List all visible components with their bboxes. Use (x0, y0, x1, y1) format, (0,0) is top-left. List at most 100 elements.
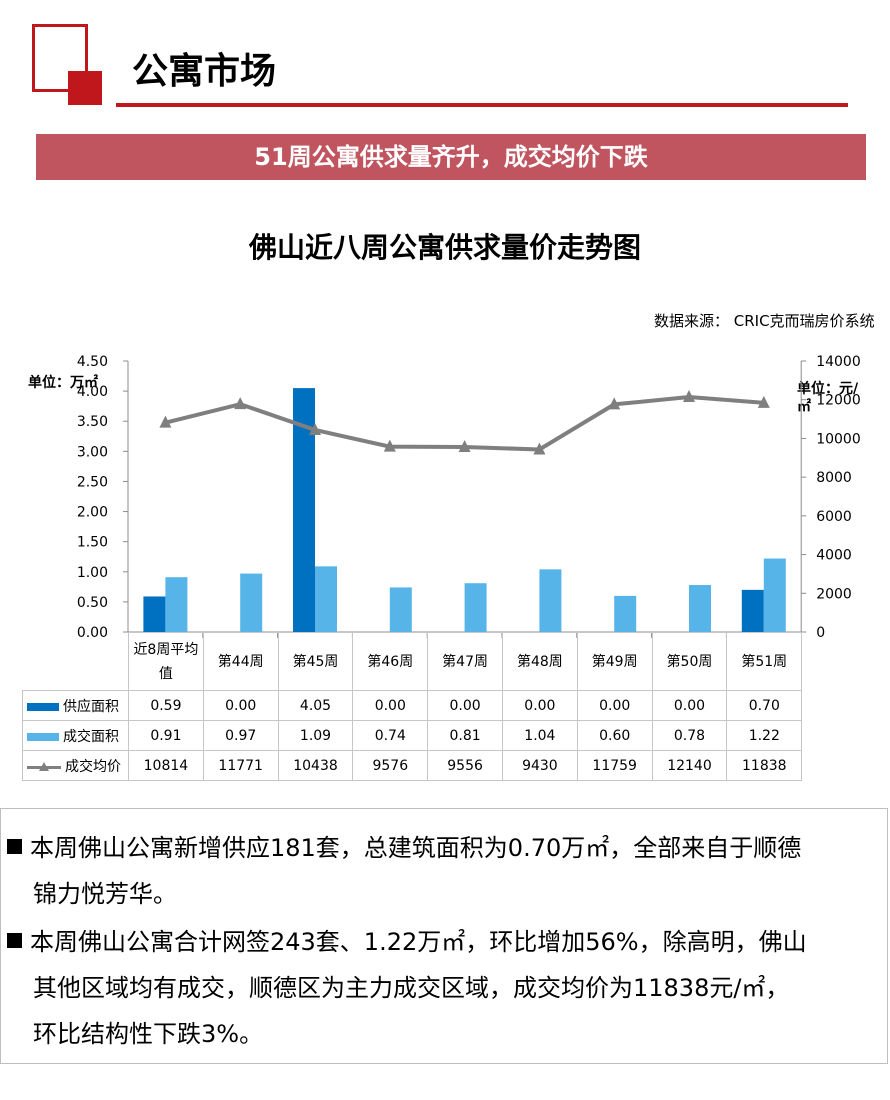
data-label: 0.00 (576, 690, 653, 721)
page-title: 公寓市场 (132, 51, 277, 92)
data-label: 0.74 (352, 720, 429, 751)
bar-supply (143, 596, 166, 632)
notes-box: 本周佛山公寓新增供应181套，总建筑面积为0.70万㎡，全部来自于顺德 锦力悦芳… (0, 808, 888, 1064)
bar-transaction (240, 573, 263, 632)
data-label: 9430 (501, 750, 578, 781)
data-label: 0.78 (651, 720, 728, 751)
legend-bar-swatch-icon (27, 702, 59, 711)
x-tick-label: 第49周 (576, 632, 653, 691)
legend-line-marker-icon (27, 761, 61, 772)
logo-frame (32, 24, 88, 92)
chart-data-table: 近8周平均值 第44周 第45周 第46周 第47周 第48周 第49周 第50周 第51周供应… (22, 632, 803, 781)
price-point-marker (757, 395, 770, 408)
data-label: 4.05 (277, 690, 354, 721)
price-point-marker (458, 440, 471, 453)
headline-banner: 51周公寓供求量齐升，成交均价下跌 (36, 134, 866, 180)
bar-supply (741, 589, 764, 632)
price-point-marker (383, 439, 396, 452)
x-tick-label: 第48周 (501, 632, 578, 691)
chart-title: 佛山近八周公寓供求量价走势图 (248, 231, 641, 264)
left-tick-label: 4.00 (77, 384, 108, 400)
left-tick-label: 0.50 (77, 595, 108, 611)
bar-transaction (315, 566, 337, 632)
left-tick-label: 3.50 (77, 414, 108, 430)
right-tick-label: 8000 (816, 470, 852, 486)
legend-entry: 成交面积 (22, 720, 129, 751)
data-label: 0.59 (128, 690, 204, 721)
data-label: 0.81 (427, 720, 503, 751)
left-tick-label: 1.00 (77, 565, 108, 581)
data-label: 1.09 (277, 720, 354, 751)
logo-square (68, 71, 102, 105)
x-tick-label: 近8周平均值 (128, 632, 204, 691)
legend-entry: 供应面积 (22, 690, 129, 721)
data-label: 10814 (128, 750, 204, 781)
x-tick-label: 第51周 (726, 632, 803, 691)
note-transaction: 本周佛山公寓合计网签243套、1.22万㎡，环比增加56%，除高明，佛山 其他区… (7, 919, 887, 1057)
right-tick-label: 2000 (816, 586, 852, 602)
bar-transaction (464, 583, 487, 632)
legend-bar-swatch-icon (27, 732, 59, 741)
bullet-square-icon (7, 839, 22, 854)
x-tick-label: 第47周 (427, 632, 503, 691)
right-tick-label: 0 (816, 625, 825, 640)
chart-canvas: 0.000.501.001.502.002.503.003.504.004.50… (77, 354, 861, 640)
data-label: 0.00 (352, 690, 429, 721)
data-label: 0.00 (427, 690, 503, 721)
price-point-marker (309, 422, 321, 435)
bullet-square-icon (7, 933, 22, 948)
left-tick-label: 1.50 (77, 535, 108, 551)
left-tick-label: 3.00 (77, 444, 108, 460)
data-label: 12140 (651, 750, 728, 781)
data-label: 11771 (202, 750, 279, 781)
bar-transaction (165, 577, 188, 632)
right-tick-label: 12000 (816, 393, 861, 409)
left-tick-label: 4.50 (77, 354, 108, 370)
data-label: 10438 (277, 750, 354, 781)
right-tick-label: 4000 (816, 548, 852, 564)
note-supply: 本周佛山公寓新增供应181套，总建筑面积为0.70万㎡，全部来自于顺德 锦力悦芳… (7, 825, 887, 917)
table-row: 供应面积 0.59 0.00 4.05 0.00 0.00 0.00 0.00 0.00 0.70 (22, 690, 803, 721)
bar-supply (293, 388, 315, 632)
data-label: 0.60 (576, 720, 653, 751)
legend-label: 成交面积 (63, 728, 119, 745)
left-tick-label: 2.00 (77, 505, 108, 521)
price-point-marker (159, 415, 172, 428)
table-corner (22, 632, 129, 691)
legend-label: 成交均价 (65, 758, 121, 775)
bar-transaction (389, 587, 412, 632)
data-label: 1.04 (501, 720, 578, 751)
data-label: 0.97 (202, 720, 279, 751)
price-point-marker (683, 390, 695, 403)
data-source: 数据来源： CRIC克而瑞房价系统 (654, 312, 875, 330)
data-label: 0.91 (128, 720, 204, 751)
price-point-marker (234, 397, 247, 410)
left-axis-unit: 单位：万㎡ (28, 375, 98, 391)
data-label: 0.00 (651, 690, 728, 721)
right-axis-unit: 单位：元/㎡ (797, 381, 859, 415)
bar-transaction (689, 585, 711, 632)
bar-transaction (614, 595, 637, 632)
x-tick-label: 第50周 (651, 632, 728, 691)
bar-transaction (763, 558, 786, 632)
data-label: 11838 (726, 750, 803, 781)
right-tick-label: 14000 (816, 354, 861, 370)
x-tick-label: 第46周 (352, 632, 429, 691)
right-tick-label: 10000 (816, 431, 861, 447)
legend-entry: 成交均价 (22, 750, 129, 781)
data-label: 9576 (352, 750, 429, 781)
right-tick-label: 6000 (816, 509, 852, 525)
table-row: 成交面积 0.91 0.97 1.09 0.74 0.81 1.04 0.60 0.78 1.22 (22, 720, 803, 751)
bar-transaction (539, 569, 562, 632)
data-label: 1.22 (726, 720, 803, 751)
left-tick-label: 2.50 (77, 474, 108, 490)
title-underline (116, 103, 848, 107)
data-label: 9556 (427, 750, 503, 781)
data-label: 11759 (576, 750, 653, 781)
data-label: 0.70 (726, 690, 803, 721)
legend-label: 供应面积 (63, 698, 119, 715)
price-point-marker (608, 397, 621, 410)
data-label: 0.00 (501, 690, 578, 721)
x-tick-label: 第45周 (277, 632, 354, 691)
category-row: 近8周平均值 第44周 第45周 第46周 第47周 第48周 第49周 第50周 第51周 (22, 632, 803, 691)
